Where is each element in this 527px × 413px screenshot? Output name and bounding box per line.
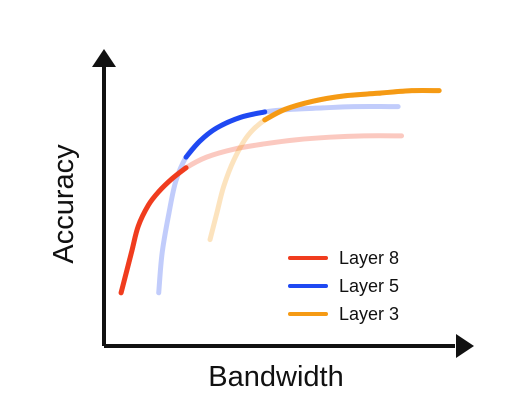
layer-8-series-line-faded — [118, 133, 405, 296]
y-axis-arrowhead — [92, 49, 116, 67]
legend: Layer 8 Layer 5 Layer 3 — [288, 248, 399, 324]
x-axis-arrowhead — [456, 334, 474, 358]
labels-layer: Bandwidth Accuracy — [48, 144, 344, 393]
layer-5-legend-label: Layer 5 — [339, 276, 399, 296]
layer-8-legend-label: Layer 8 — [339, 248, 399, 268]
layer-3-series-line-faded — [207, 87, 442, 243]
y-axis-label: Accuracy — [48, 144, 80, 264]
axes-layer — [92, 49, 474, 358]
layer-3-series-line — [262, 87, 442, 123]
layer-3-legend-label: Layer 3 — [339, 304, 399, 324]
x-axis-label: Bandwidth — [208, 361, 343, 393]
layer-8-series-line — [118, 165, 189, 296]
curves-layer — [118, 87, 442, 296]
layer-5-series-line — [183, 109, 268, 160]
